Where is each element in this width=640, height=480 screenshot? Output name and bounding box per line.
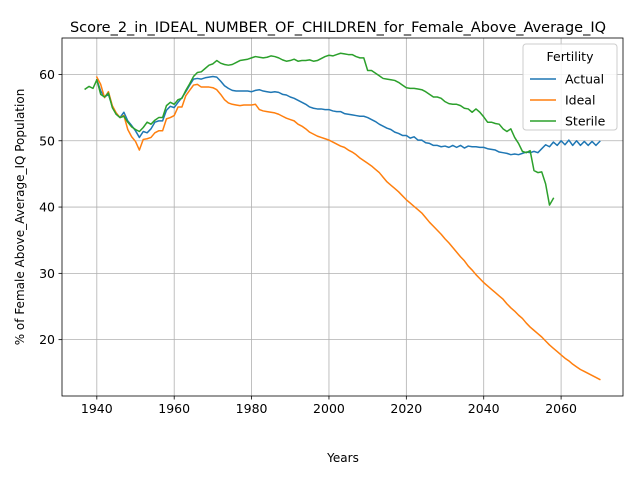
x-tick-label: 1960 bbox=[158, 401, 190, 416]
legend-label-actual: Actual bbox=[565, 72, 604, 87]
y-axis-label: % of Female Above_Average_IQ Population bbox=[13, 89, 27, 346]
ticks: 1940 1960 1980 2000 2020 2040 2060 20 30 40 50 60 bbox=[39, 67, 577, 416]
x-tick-label: 2020 bbox=[390, 401, 422, 416]
x-axis-label: Years bbox=[326, 451, 359, 465]
legend-label-ideal: Ideal bbox=[565, 93, 595, 108]
y-tick-label: 30 bbox=[39, 266, 55, 281]
x-tick-label: 1980 bbox=[236, 401, 268, 416]
series-lines bbox=[84, 52, 601, 381]
x-tick-label: 1940 bbox=[81, 401, 113, 416]
legend-title: Fertility bbox=[547, 49, 595, 64]
legend: Fertility Actual Ideal Sterile bbox=[522, 43, 618, 131]
grid bbox=[62, 38, 623, 396]
chart-title: Score_2_in_IDEAL_NUMBER_OF_CHILDREN_for_… bbox=[70, 20, 606, 36]
y-tick-label: 20 bbox=[39, 332, 55, 347]
axes bbox=[61, 37, 624, 397]
axes-frame bbox=[61, 37, 624, 397]
series-line-sterile bbox=[84, 52, 555, 206]
x-tick-label: 2000 bbox=[313, 401, 345, 416]
legend-entries: Actual Ideal Sterile bbox=[530, 72, 606, 129]
x-tick-label: 2060 bbox=[545, 401, 577, 416]
y-tick-label: 40 bbox=[39, 200, 55, 215]
y-tick-label: 50 bbox=[39, 133, 55, 148]
x-tick-label: 2040 bbox=[468, 401, 500, 416]
series-line-ideal bbox=[95, 76, 601, 381]
y-tick-label: 60 bbox=[39, 67, 55, 82]
legend-label-sterile: Sterile bbox=[565, 114, 606, 129]
legend-box bbox=[522, 43, 618, 131]
